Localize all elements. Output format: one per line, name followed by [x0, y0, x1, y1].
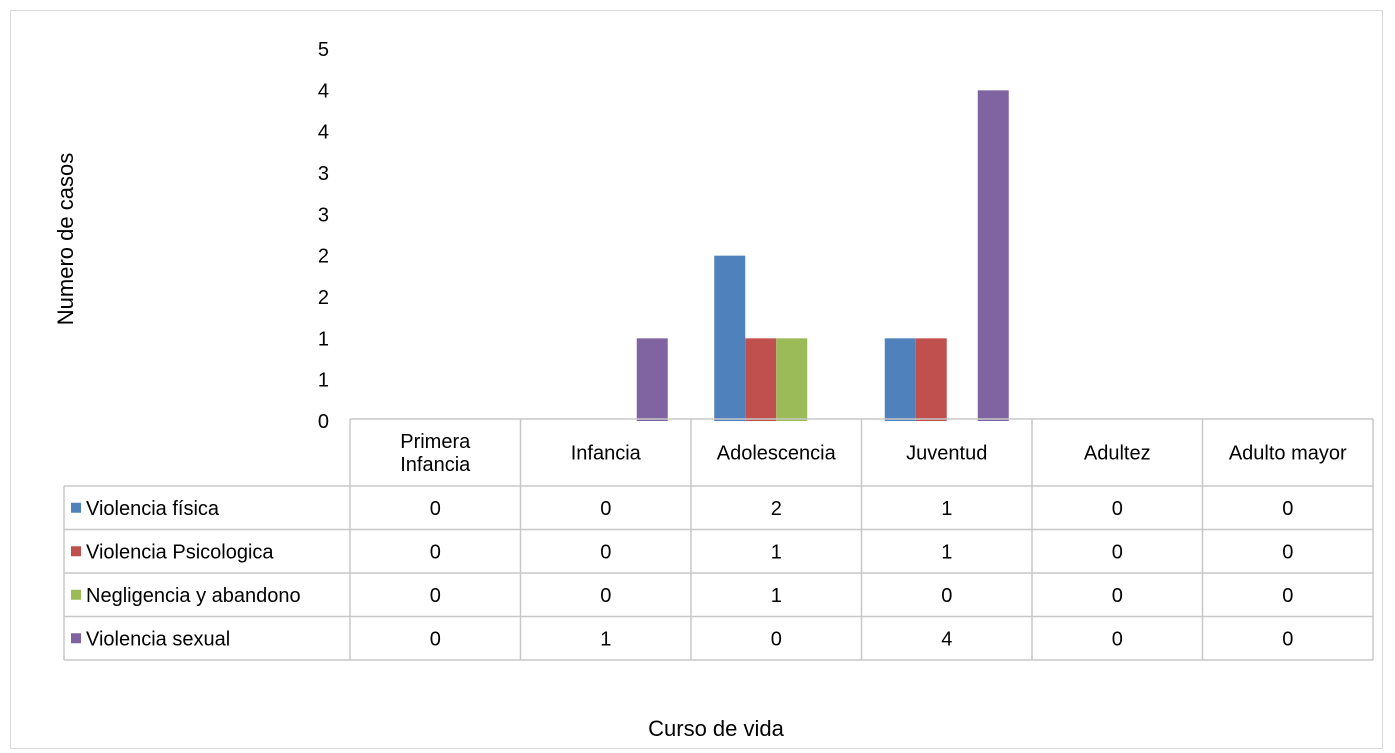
category-label-line: Adolescencia: [717, 443, 837, 465]
category-label-line: Juventud: [906, 443, 987, 465]
category-label-line: Adultez: [1084, 443, 1151, 465]
category-label-line: Infancia: [400, 454, 471, 476]
legend-swatch: [71, 502, 81, 513]
data-label: 0: [1282, 628, 1293, 650]
y-tick-label: 3: [318, 163, 329, 185]
y-tick-label: 1: [318, 370, 329, 392]
data-label: 0: [1112, 541, 1123, 563]
y-tick-label: 4: [318, 80, 329, 102]
category-label: Primera Infancia: [400, 431, 471, 476]
category-label: Adultez: [1084, 443, 1151, 465]
bar: [884, 338, 916, 421]
y-tick-label: 2: [318, 246, 329, 268]
legend-swatch: [71, 589, 81, 600]
legend-swatch: [71, 546, 81, 557]
data-label: 0: [771, 628, 782, 650]
series-name: Negligencia y abandono: [86, 585, 301, 607]
series-name: Violencia sexual: [86, 628, 230, 650]
series-name: Violencia física: [86, 498, 220, 520]
legend-swatch: [71, 633, 81, 644]
data-label: 1: [771, 585, 782, 607]
chart-area: 0 1 1 2 2 3 3 4 4 5 Primera Infancia Infancia Adolesc…: [10, 10, 1383, 749]
data-label: 0: [1112, 628, 1123, 650]
y-tick-label: 1: [318, 328, 329, 350]
category-label: Juventud: [906, 443, 987, 465]
category-label-line: Adulto mayor: [1229, 443, 1347, 465]
y-tick-label: 4: [318, 122, 329, 144]
data-label: 0: [430, 585, 441, 607]
category-label: Infancia: [571, 443, 642, 465]
series-name: Violencia Psicologica: [86, 541, 274, 563]
category-label-line: Primera: [400, 431, 471, 453]
bar: [636, 338, 668, 421]
data-label: 0: [1282, 498, 1293, 520]
data-label: 0: [941, 585, 952, 607]
data-label: 1: [941, 498, 952, 520]
bar: [776, 338, 808, 421]
bar: [915, 338, 947, 421]
data-label: 0: [430, 498, 441, 520]
data-label: 2: [771, 498, 782, 520]
data-label: 0: [1112, 585, 1123, 607]
data-label: 0: [600, 498, 611, 520]
data-label: 0: [600, 541, 611, 563]
data-label: 4: [941, 628, 952, 650]
y-tick-label: 2: [318, 287, 329, 309]
category-label-line: Infancia: [571, 443, 642, 465]
data-label: 0: [1282, 541, 1293, 563]
data-label: 1: [771, 541, 782, 563]
x-axis-title: Curso de vida: [648, 716, 785, 741]
data-label: 1: [941, 541, 952, 563]
y-tick-label: 5: [318, 39, 329, 61]
bar: [745, 338, 777, 421]
bar: [977, 90, 1009, 421]
category-label: Adolescencia: [717, 443, 837, 465]
y-tick-label: 3: [318, 204, 329, 226]
data-label: 0: [600, 585, 611, 607]
y-tick-label: 0: [318, 411, 329, 433]
data-label: 0: [430, 541, 441, 563]
category-label: Adulto mayor: [1229, 443, 1347, 465]
bar: [714, 255, 746, 421]
data-label: 1: [600, 628, 611, 650]
data-label: 0: [430, 628, 441, 650]
data-label: 0: [1282, 585, 1293, 607]
data-label: 0: [1112, 498, 1123, 520]
y-axis-title: Numero de casos: [53, 153, 78, 325]
